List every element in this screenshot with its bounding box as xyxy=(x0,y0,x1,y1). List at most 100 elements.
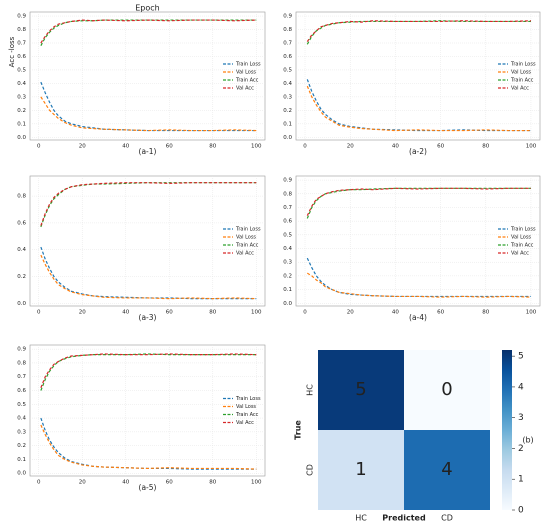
series-line xyxy=(306,272,531,298)
legend-label: Train Loss xyxy=(235,62,261,68)
x-tick-label: 60 xyxy=(166,310,173,316)
series-line xyxy=(40,353,257,391)
x-tick-label: 20 xyxy=(347,310,354,316)
series-line xyxy=(40,424,257,470)
y-tick-label: 0.0 xyxy=(17,301,26,307)
colorbar-tick-label: 2 xyxy=(518,444,524,454)
heatmap-cell xyxy=(318,430,404,510)
series-line xyxy=(40,182,257,226)
plot-frame xyxy=(295,11,541,141)
x-tick-label: 0 xyxy=(303,144,307,150)
series-line xyxy=(306,85,531,132)
y-tick-label: 0.4 xyxy=(17,247,26,253)
y-tick-label: 0.8 xyxy=(283,27,292,33)
y-axis-label: True xyxy=(294,420,303,440)
x-tick-label: 60 xyxy=(166,480,173,486)
series-line xyxy=(40,417,257,470)
legend-label: Val Acc xyxy=(236,86,254,92)
x-tick-label: 40 xyxy=(122,310,129,316)
plot-frame xyxy=(295,175,541,307)
y-tick-label: CD xyxy=(306,464,315,476)
y-tick-label: 0.2 xyxy=(283,273,292,279)
colorbar-tick-label: 0 xyxy=(518,506,524,516)
y-tick-label: 0.2 xyxy=(17,443,26,449)
y-tick-label: 0.7 xyxy=(17,40,26,46)
y-tick-label: 0.0 xyxy=(17,135,26,141)
y-tick-label: 0.1 xyxy=(283,287,292,293)
plot-frame xyxy=(29,344,266,477)
legend-label: Val Loss xyxy=(236,404,256,410)
x-tick-label: 60 xyxy=(437,144,444,150)
x-tick-label: 60 xyxy=(166,144,173,150)
x-tick-label: 80 xyxy=(209,310,216,316)
cell-value: 4 xyxy=(441,459,452,480)
series-line xyxy=(40,254,257,300)
colorbar-tick-label: 3 xyxy=(518,413,524,423)
y-tick-label: 0.8 xyxy=(17,360,26,366)
heatmap-cell xyxy=(318,350,404,430)
legend-label: Train Loss xyxy=(235,396,261,402)
cell-value: 5 xyxy=(355,379,366,400)
y-tick-label: 0.8 xyxy=(17,27,26,33)
legend-label: Val Acc xyxy=(236,420,254,426)
y-tick-label: 0.2 xyxy=(17,108,26,114)
x-tick-label: 20 xyxy=(79,480,86,486)
y-tick-label: 0.3 xyxy=(283,260,292,266)
x-tick-label: 0 xyxy=(37,310,41,316)
y-tick-label: 0.4 xyxy=(17,416,26,422)
y-tick-label: 0.0 xyxy=(283,301,292,307)
legend-label: Train Acc xyxy=(510,243,534,249)
series-line xyxy=(306,187,531,216)
x-tick-label: 100 xyxy=(251,310,262,316)
x-tick-label: 20 xyxy=(79,144,86,150)
y-axis-label: Acc -loss xyxy=(8,36,16,67)
y-tick-label: 0.6 xyxy=(17,54,26,60)
plot-frame xyxy=(29,11,266,141)
x-tick-label: 80 xyxy=(209,480,216,486)
cell-value: 1 xyxy=(355,459,366,480)
legend-label: Train Loss xyxy=(510,62,536,68)
x-tick-label: 80 xyxy=(209,144,216,150)
x-tick-label: 0 xyxy=(303,310,307,316)
legend-label: Val Loss xyxy=(511,235,531,241)
y-tick-label: HC xyxy=(306,384,315,396)
y-tick-label: 0.5 xyxy=(283,67,292,73)
panel-label: (a-5) xyxy=(139,483,157,492)
y-tick-label: 0.6 xyxy=(283,54,292,60)
series-line xyxy=(306,20,531,42)
y-tick-label: 0.6 xyxy=(17,220,26,226)
legend-label: Train Acc xyxy=(510,78,534,84)
legend-label: Val Loss xyxy=(236,235,256,241)
legend-label: Train Acc xyxy=(235,412,259,418)
x-tick-label: 40 xyxy=(122,480,129,486)
y-tick-label: 0.0 xyxy=(17,471,26,477)
y-tick-label: 0.9 xyxy=(283,178,292,184)
x-tick-label: 0 xyxy=(37,480,41,486)
series-line xyxy=(40,96,257,132)
colorbar-tick-label: 1 xyxy=(518,475,524,485)
x-tick-label: 40 xyxy=(122,144,129,150)
legend-label: Train Loss xyxy=(235,227,261,233)
series-line xyxy=(306,20,531,45)
y-tick-label: 0.4 xyxy=(283,81,292,87)
y-tick-label: 0.4 xyxy=(17,81,26,87)
y-tick-label: 0.7 xyxy=(283,40,292,46)
series-line xyxy=(306,187,531,219)
x-tick-label: 80 xyxy=(482,310,489,316)
panel-label: (b) xyxy=(522,436,533,445)
y-tick-label: 0.3 xyxy=(17,429,26,435)
y-tick-label: 0.9 xyxy=(17,347,26,353)
y-tick-label: 0.1 xyxy=(283,121,292,127)
series-line xyxy=(306,257,531,298)
panel-label: (a-2) xyxy=(409,147,427,156)
x-tick-label: 20 xyxy=(347,144,354,150)
legend-label: Val Acc xyxy=(511,251,529,257)
y-tick-label: 0.1 xyxy=(17,457,26,463)
y-tick-label: 0.6 xyxy=(17,388,26,394)
y-tick-label: 0.5 xyxy=(17,67,26,73)
y-tick-label: 0.5 xyxy=(17,402,26,408)
y-tick-label: 0.2 xyxy=(283,108,292,114)
x-axis-label: Predicted xyxy=(382,514,426,523)
x-tick-label: 100 xyxy=(526,144,537,150)
